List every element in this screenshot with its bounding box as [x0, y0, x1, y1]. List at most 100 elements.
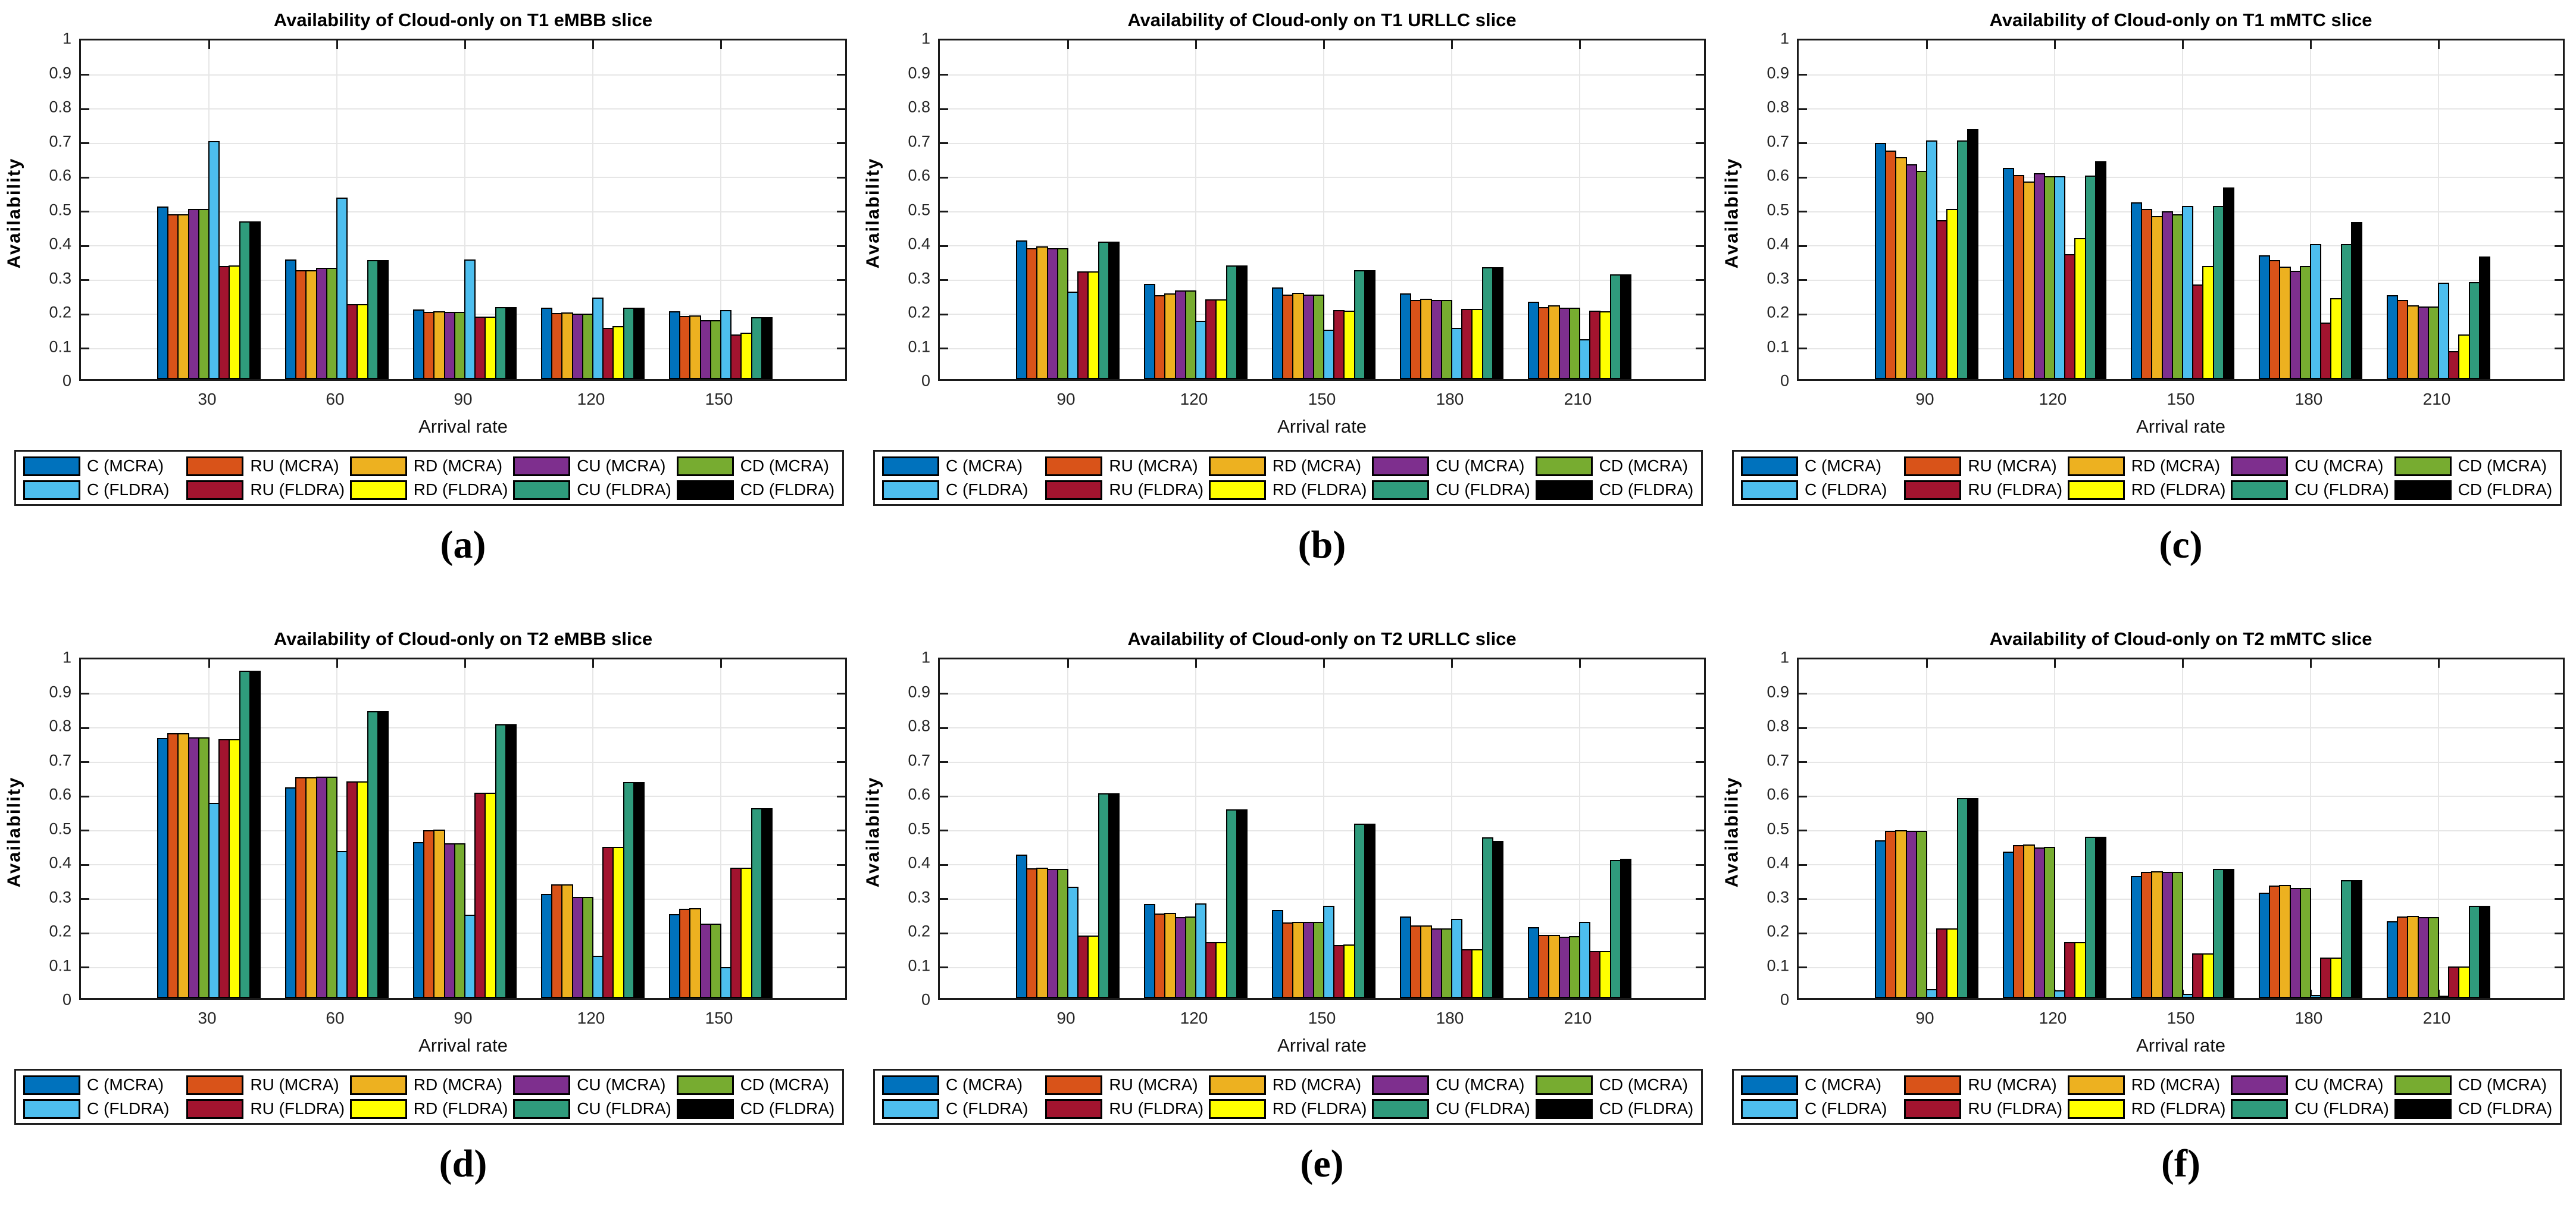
y-tick-label: 0.3	[1767, 269, 1789, 287]
y-tick-mark	[940, 830, 948, 831]
bar-cd-fldra-	[1492, 840, 1503, 998]
legend-entry: C (FLDRA)	[1741, 480, 1904, 500]
v-gridline	[592, 659, 593, 998]
legend-swatch	[1372, 456, 1430, 476]
bar-c-fldra-	[2310, 244, 2322, 379]
x-axis-label: Arrival rate	[1277, 416, 1367, 437]
y-tick-mark	[940, 313, 948, 315]
bar-cd-fldra-	[2222, 187, 2234, 379]
x-tick-labels: 90 120 150 180 210	[938, 1009, 1706, 1030]
chart-title: Availability of Cloud-only on T2 eMBB sl…	[273, 628, 653, 649]
legend-swatch	[23, 1075, 80, 1095]
x-tick-mark	[2437, 40, 2440, 49]
legend-label: C (MCRA)	[1805, 456, 1882, 475]
legend-entry: RD (MCRA)	[1208, 456, 1372, 476]
y-tick-mark	[2555, 142, 2563, 144]
x-tick-mark	[1578, 40, 1581, 49]
legend-label: CU (FLDRA)	[2294, 480, 2389, 499]
y-tick-mark	[940, 74, 948, 76]
legend-swatch	[2067, 1099, 2125, 1119]
subfigure-caption: (f)	[2161, 1142, 2200, 1185]
legend-entry: CD (MCRA)	[676, 456, 840, 476]
y-tick-label: 0.9	[49, 64, 71, 82]
x-tick-label: 60	[326, 1009, 345, 1027]
h-gridline	[1799, 108, 2563, 110]
legend-label: C (FLDRA)	[87, 1099, 170, 1118]
legend-entry: CD (FLDRA)	[1535, 480, 1699, 500]
plot-area	[79, 658, 847, 1000]
legend-label: RD (MCRA)	[413, 1075, 503, 1094]
legend-swatch	[1741, 1075, 1798, 1095]
y-tick-label: 0.7	[1767, 751, 1789, 769]
h-gridline	[940, 245, 1704, 246]
legend-swatch	[1904, 1075, 1962, 1095]
legend-entry: C (FLDRA)	[882, 480, 1045, 500]
legend-swatch	[23, 480, 80, 500]
y-tick-label: 0.6	[49, 785, 71, 803]
h-gridline	[940, 864, 1704, 865]
bar-cd-fldra-	[505, 307, 517, 379]
legend-label: RU (FLDRA)	[1968, 480, 2063, 499]
bar-cd-fldra-	[249, 671, 261, 998]
legend-entry: CU (MCRA)	[513, 456, 676, 476]
x-tick-label: 150	[1308, 1009, 1336, 1027]
y-tick-mark	[2555, 176, 2563, 179]
bar-cd-fldra-	[1620, 274, 1631, 379]
x-tick-labels: 90 120 150 180 210	[1797, 390, 2565, 411]
legend-entry: CD (MCRA)	[2394, 456, 2558, 476]
y-tick-mark	[837, 142, 845, 144]
legend-label: C (FLDRA)	[87, 480, 170, 499]
legend-entry: CU (FLDRA)	[2231, 480, 2394, 500]
legend-swatch	[513, 480, 571, 500]
h-gridline	[940, 727, 1704, 728]
y-tick-mark	[81, 74, 89, 76]
y-tick-label: 0.5	[49, 819, 71, 837]
legend-swatch	[1372, 1099, 1430, 1119]
y-tick-label: 0	[921, 371, 930, 390]
y-tick-mark	[2555, 211, 2563, 212]
y-tick-label: 0.8	[1767, 717, 1789, 735]
h-gridline	[81, 693, 845, 695]
legend-label: CU (FLDRA)	[577, 1099, 671, 1118]
legend-entry: C (MCRA)	[23, 1075, 186, 1095]
y-tick-mark	[1696, 108, 1704, 110]
y-tick-mark	[81, 795, 89, 797]
y-tick-label: 1	[1780, 29, 1789, 48]
bar-cd-fldra-	[1967, 798, 1978, 998]
y-tick-label: 0.1	[49, 956, 71, 974]
legend-label: CU (MCRA)	[577, 456, 666, 475]
legend-entry: CU (MCRA)	[1372, 1075, 1535, 1095]
y-tick-mark	[2555, 348, 2563, 349]
y-tick-label: 0.7	[1767, 132, 1789, 150]
legend-label: CD (FLDRA)	[1599, 1099, 1694, 1118]
y-tick-mark	[837, 176, 845, 179]
bar-cd-fldra-	[505, 724, 517, 998]
legend-entry: RD (MCRA)	[349, 456, 513, 476]
legend-entry: CU (MCRA)	[2231, 456, 2394, 476]
legend-entry: C (FLDRA)	[882, 1099, 1045, 1119]
y-tick-label: 0.5	[1767, 201, 1789, 218]
bar-cd-fldra-	[1492, 267, 1503, 379]
y-tick-label: 0.3	[908, 888, 930, 906]
legend-swatch	[2394, 480, 2452, 500]
chart-panel-f: Availability of Cloud-only on T2 mMTC sl…	[1718, 619, 2576, 1220]
h-gridline	[81, 142, 845, 144]
y-tick-mark	[2555, 830, 2563, 831]
legend-entry: C (MCRA)	[23, 456, 186, 476]
x-tick-label: 150	[1308, 390, 1336, 408]
y-tick-label: 0.5	[49, 201, 71, 218]
legend-label: CD (FLDRA)	[740, 1099, 835, 1118]
legend-swatch	[186, 1099, 244, 1119]
legend-entry: CD (MCRA)	[1535, 1075, 1699, 1095]
legend-label: CU (FLDRA)	[1436, 480, 1530, 499]
y-tick-label: 0.1	[1767, 337, 1789, 355]
bar-cd-mcra-	[2427, 916, 2439, 998]
y-tick-mark	[837, 864, 845, 866]
y-tick-mark	[2555, 966, 2563, 968]
v-gridline	[1451, 659, 1452, 998]
y-tick-mark	[2555, 108, 2563, 110]
y-tick-label: 0.9	[908, 64, 930, 82]
y-tick-mark	[81, 932, 89, 934]
bar-cd-fldra-	[377, 259, 389, 379]
legend-entry: C (FLDRA)	[23, 1099, 186, 1119]
